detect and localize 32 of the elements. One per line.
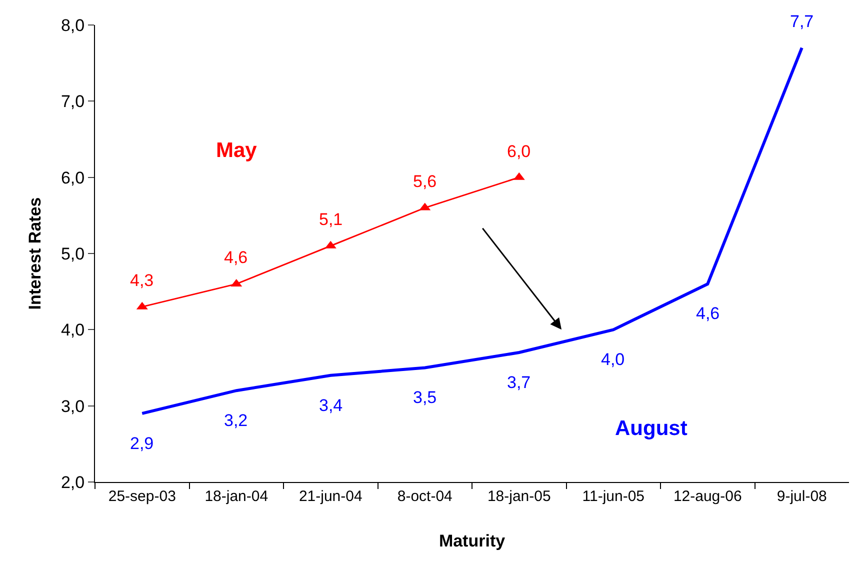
x-tick-label: 18-jan-04 (204, 488, 268, 505)
data-label: 3,7 (507, 373, 531, 392)
x-tick-label: 11-jun-05 (582, 488, 645, 505)
y-tick-label: 4,0 (60, 320, 85, 340)
y-axis-title: Interest Rates (26, 197, 45, 310)
x-tick-label: 8-oct-04 (397, 488, 452, 505)
data-label: 3,4 (319, 396, 343, 415)
data-label: 4,0 (601, 350, 625, 369)
y-tick-label: 2,0 (60, 472, 85, 492)
y-tick-label: 7,0 (60, 92, 85, 112)
y-tick-label: 5,0 (60, 244, 85, 264)
x-tick-label: 12-aug-06 (673, 488, 742, 505)
data-label: 4,3 (130, 271, 154, 290)
y-tick-label: 8,0 (60, 16, 85, 35)
y-tick-label: 3,0 (60, 396, 85, 416)
data-label: 2,9 (130, 434, 154, 453)
x-tick-label: 18-jan-05 (487, 488, 551, 505)
data-label: 4,6 (224, 248, 248, 267)
x-tick-label: 21-jun-04 (298, 488, 362, 505)
data-label: 5,6 (413, 172, 437, 191)
x-tick-label: 25-sep-03 (108, 488, 176, 505)
y-tick-label: 6,0 (60, 168, 85, 188)
text: August (615, 417, 688, 440)
text: May (216, 139, 258, 162)
x-tick-label: 9-jul-08 (776, 488, 827, 505)
data-label: 4,6 (696, 304, 720, 323)
data-label: 3,5 (413, 388, 437, 407)
data-label: 3,2 (224, 411, 248, 430)
data-label: 7,7 (790, 12, 814, 31)
x-axis-title: Maturity (438, 531, 506, 550)
data-label: 6,0 (507, 142, 531, 161)
data-label: 5,1 (319, 210, 343, 229)
